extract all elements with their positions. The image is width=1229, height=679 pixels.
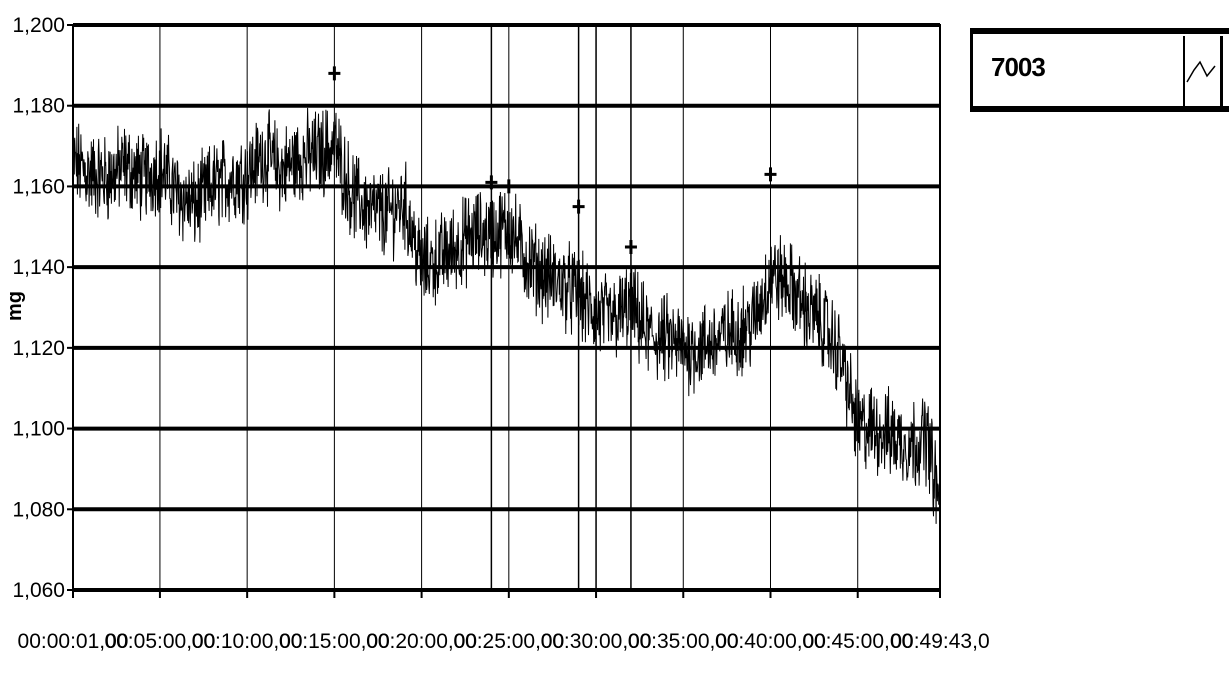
- data-marker: [502, 179, 515, 194]
- x-tick-label: 00:00:01,00: [18, 630, 129, 653]
- x-tick-label: 00:15:00,00: [279, 630, 390, 653]
- data-marker: [485, 175, 498, 190]
- x-tick-label: 00:35:00,00: [628, 630, 739, 653]
- y-tick-label: 1,140: [12, 256, 65, 279]
- legend: 7003: [970, 28, 1229, 112]
- x-tick-label: 00:25:00,00: [453, 630, 564, 653]
- x-tick-label: 00:30:00,00: [541, 630, 652, 653]
- markers: [328, 66, 777, 254]
- y-tick-label: 1,080: [12, 498, 65, 521]
- y-tick-label: 1,160: [12, 175, 65, 198]
- x-tick-label: 00:40:00,00: [715, 630, 826, 653]
- x-tick-label: 00:20:00,00: [366, 630, 477, 653]
- plot-frame: [72, 24, 941, 591]
- y-tick-label: 1,100: [12, 418, 65, 441]
- data-marker: [572, 199, 585, 214]
- series-line: [72, 107, 941, 524]
- legend-plot-style-button[interactable]: [1183, 36, 1223, 106]
- y-tick-label: 1,200: [12, 14, 65, 37]
- data-marker: [624, 239, 637, 254]
- data-marker: [764, 167, 777, 182]
- y-tick-label: 1,120: [12, 337, 65, 360]
- x-tick-label: 00:45:00,00: [802, 630, 913, 653]
- y-axis-label: mg: [4, 291, 26, 321]
- x-tick-label: 00:49:43,0: [890, 630, 989, 653]
- legend-series-label: 7003: [991, 52, 1046, 82]
- line-style-icon: [1186, 60, 1216, 83]
- x-tick-label: 00:10:00,00: [192, 630, 303, 653]
- axes: 1,060 1,080 1,100 1,120 1,140 1,160 1,180 1,200…: [12, 14, 989, 653]
- data-marker: [328, 66, 341, 81]
- series-group: [72, 107, 941, 524]
- y-tick-label: 1,060: [12, 579, 65, 602]
- x-tick-label: 00:05:00,00: [104, 630, 215, 653]
- y-tick-label: 1,180: [12, 95, 65, 118]
